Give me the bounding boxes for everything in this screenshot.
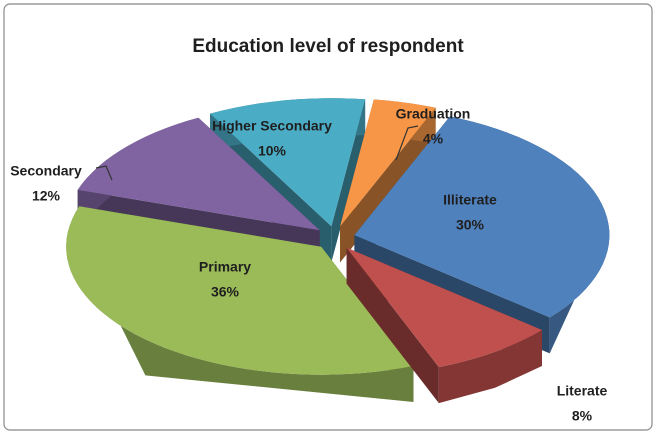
pie <box>66 98 610 404</box>
slice-value-label: 8% <box>572 408 593 424</box>
slice-side <box>438 330 542 404</box>
slice <box>210 98 366 227</box>
slice-label: Secondary <box>10 163 82 179</box>
slice-side <box>66 206 414 402</box>
slice-label: Primary <box>199 259 251 275</box>
slice <box>66 206 414 375</box>
slice-group <box>66 206 414 403</box>
slice-label: Illiterate <box>443 192 497 208</box>
leader-line <box>395 125 419 161</box>
leader-line <box>95 165 113 181</box>
slice <box>354 116 610 318</box>
slice-value-label: 4% <box>423 131 444 147</box>
slice-value-label: 36% <box>211 284 240 300</box>
slice <box>340 99 436 227</box>
slice-label: Literate <box>557 383 608 399</box>
slice <box>77 117 320 231</box>
slice-value-label: 10% <box>258 143 287 159</box>
slice-side <box>346 247 439 404</box>
slice <box>346 247 542 368</box>
slice-value-label: 30% <box>456 217 485 233</box>
chart-title: Education level of respondent <box>192 36 464 57</box>
slice-label: Graduation <box>396 106 471 122</box>
slice-group <box>346 247 542 404</box>
slice-value-label: 12% <box>32 188 61 204</box>
slice-side <box>331 99 366 263</box>
slice-label: Higher Secondary <box>212 118 332 134</box>
